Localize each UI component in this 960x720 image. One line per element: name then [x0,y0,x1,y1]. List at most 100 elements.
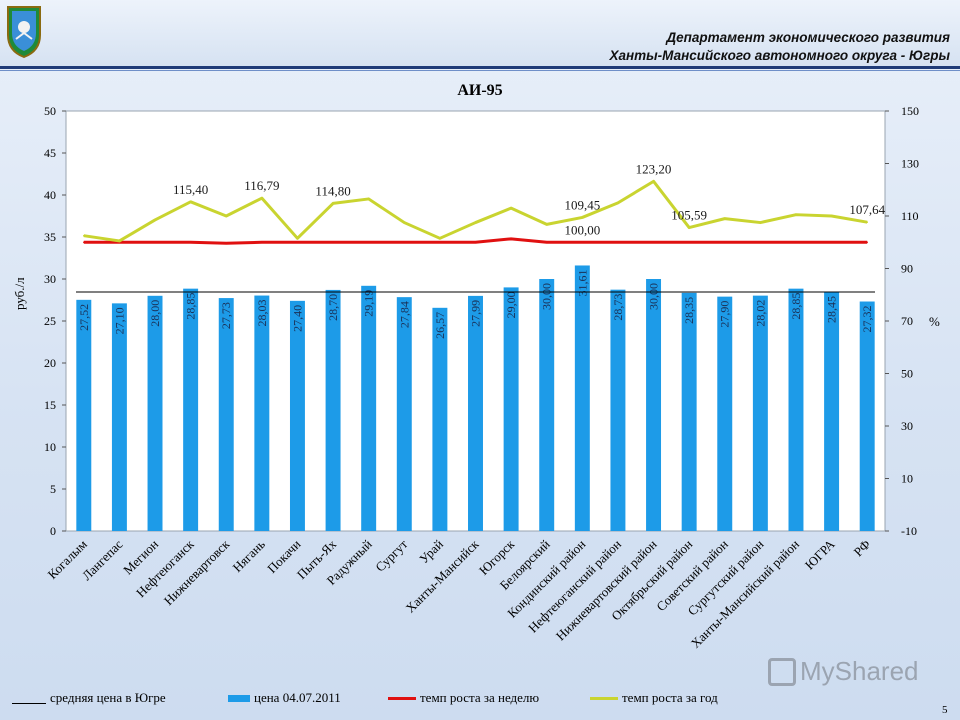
weekly-growth-line-point [830,241,833,244]
y-tick-label: 45 [44,146,56,160]
bar-value-label: 27,73 [219,302,233,329]
weekly-growth-line-point [510,238,512,240]
line-value-label: 105,59 [671,208,707,223]
annual-growth-line-point [830,215,833,217]
annual-growth-line-point [439,237,441,240]
bar [788,288,804,531]
weekly-growth-line-point [296,241,299,244]
bar [646,279,662,531]
legend-label-average: средняя цена в Югре [50,690,166,705]
watermark-logo-icon [768,657,796,686]
bar [824,292,840,531]
bar [432,307,448,531]
weekly-growth-line-point [83,241,85,244]
bar [361,285,377,531]
bar-value-label: 27,52 [77,304,91,331]
weekly-growth-line-point [652,241,655,244]
bar-value-label: 31,61 [575,269,589,296]
department-subtitle: Ханты-Мансийского автономного округа - Ю… [609,48,950,63]
y-tick-label: 50 [44,104,56,118]
bar [111,303,127,531]
annual-growth-line-point [189,201,192,203]
bar-value-label: 27,10 [112,307,126,334]
weekly-growth-line-point [688,241,690,244]
bar-value-label: 26,57 [433,312,447,339]
y-tick-label: 10 [44,440,56,454]
annual-growth-line-point [510,207,512,209]
legend-label-weekly: темп роста за неделю [420,690,540,705]
annual-growth-line-point [474,221,477,224]
line-value-label: 116,79 [244,178,279,193]
bar [717,296,733,531]
annual-growth-line-point [545,223,548,226]
y2-tick-label: 110 [901,209,919,223]
annual-growth-line-point [617,202,619,204]
y2-tick-label: 90 [901,262,913,276]
bar [289,300,305,531]
annual-growth-line-point [688,226,690,229]
legend-swatch-weekly [388,696,416,700]
annual-growth-line-point [154,219,156,221]
annual-growth-line-point [118,240,121,242]
weekly-growth-line-point [154,241,156,244]
bar-value-label: 28,03 [255,300,269,327]
legend-swatch-price [228,694,250,702]
coat-of-arms-icon [7,6,41,59]
line-value-label: 100,00 [564,222,600,237]
y-tick-label: 15 [44,398,56,412]
weekly-growth-line-point [261,241,263,244]
bar [539,279,555,531]
weekly-growth-line-point [332,241,334,244]
line-value-label: 123,20 [636,161,672,176]
bar-value-label: 27,99 [469,300,483,327]
y-tick-label: 25 [44,314,56,328]
y2-tick-label: 10 [901,472,913,486]
y2-tick-label: 30 [901,419,913,433]
weekly-growth-line-point [866,241,868,244]
bar-value-label: 27,32 [860,306,874,333]
annual-growth-line-point [759,221,762,224]
line-value-label: 114,80 [315,183,350,198]
legend-item-weekly: темп роста за неделю [388,690,539,706]
department-title: Департамент экономического развития [666,30,950,45]
watermark: MyShared [768,656,919,687]
page-number: 5 [942,704,948,716]
header-banner [0,0,960,66]
weekly-growth-line-point [225,242,228,245]
annual-growth-line-point [83,234,85,237]
bar [183,288,199,531]
weekly-growth-line-point [189,241,192,244]
weekly-growth-line-point [795,241,797,244]
y-tick-label: 0 [50,524,56,538]
y2-tick-label: 70 [901,314,913,328]
y-tick-label: 30 [44,272,56,286]
bar [681,292,697,531]
legend-item-average: средняя цена в Югре [12,690,166,706]
y2-axis-label: % [929,314,940,329]
legend-item-price: цена 04.07.2011 [228,690,341,706]
annual-growth-line-point [261,197,263,199]
bar [325,289,341,531]
weekly-growth-line-point [581,241,584,244]
bar [752,295,768,531]
weekly-growth-line-point [759,241,762,244]
weekly-growth-line-point [367,241,370,244]
line-value-label: 109,45 [564,197,600,212]
bar-value-label: 28,45 [825,296,839,323]
annual-growth-line-point [723,217,726,220]
bar [610,289,626,531]
y2-tick-label: 130 [901,157,919,171]
bar [468,295,483,531]
legend-item-annual: темп роста за год [590,690,718,706]
bar [76,299,92,531]
annual-growth-line-point [332,202,334,205]
weekly-growth-line-point [723,241,726,244]
annual-growth-line-point [403,221,406,224]
x-tick-label: РФ [850,537,873,560]
y-tick-label: 35 [44,230,56,244]
bar [503,287,519,531]
bar [218,298,234,531]
bar-value-label: 29,19 [362,290,376,317]
bar [254,295,270,531]
